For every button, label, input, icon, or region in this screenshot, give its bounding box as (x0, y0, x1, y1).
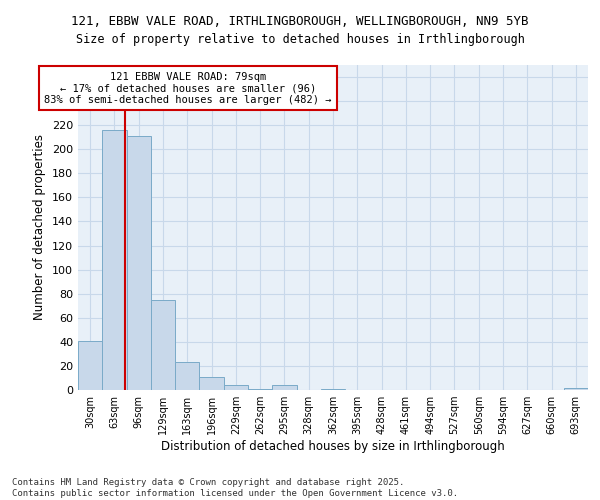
Text: Size of property relative to detached houses in Irthlingborough: Size of property relative to detached ho… (76, 32, 524, 46)
Bar (199, 377, 224, 390)
Bar (272, 385, 296, 390)
Bar (102, 130, 127, 390)
Bar (224, 385, 248, 390)
Bar (175, 362, 199, 390)
Bar (564, 388, 588, 390)
Text: 121 EBBW VALE ROAD: 79sqm
← 17% of detached houses are smaller (96)
83% of semi-: 121 EBBW VALE ROAD: 79sqm ← 17% of detac… (44, 72, 331, 104)
X-axis label: Distribution of detached houses by size in Irthlingborough: Distribution of detached houses by size … (161, 440, 505, 453)
Text: 121, EBBW VALE ROAD, IRTHLINGBOROUGH, WELLINGBOROUGH, NN9 5YB: 121, EBBW VALE ROAD, IRTHLINGBOROUGH, WE… (71, 15, 529, 28)
Bar (321, 389, 345, 390)
Bar (248, 389, 272, 390)
Bar (127, 136, 151, 390)
Y-axis label: Number of detached properties: Number of detached properties (34, 134, 46, 320)
Bar (78, 340, 102, 390)
Text: Contains HM Land Registry data © Crown copyright and database right 2025.
Contai: Contains HM Land Registry data © Crown c… (12, 478, 458, 498)
Bar (151, 300, 175, 390)
